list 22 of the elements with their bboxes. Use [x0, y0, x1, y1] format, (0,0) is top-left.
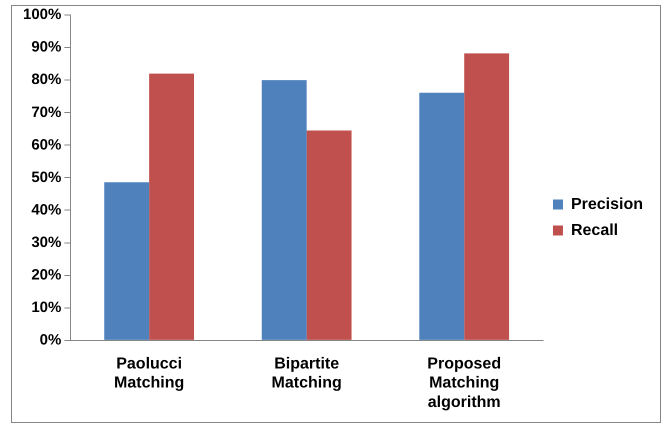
- y-tick-label: 90%: [31, 38, 62, 56]
- y-tick-label: 70%: [31, 104, 62, 121]
- y-tick-label: 10%: [31, 299, 62, 316]
- x-tick-label: Proposed Matching algorithm: [427, 355, 502, 411]
- y-tick-label: 50%: [31, 168, 62, 186]
- y-tick-label: 20%: [31, 266, 62, 284]
- legend-label: Recall: [570, 222, 618, 239]
- x-tick-label: Paolucci Matching: [114, 355, 184, 392]
- y-tick-label: 60%: [31, 136, 62, 154]
- bar: [419, 92, 464, 340]
- bar: [262, 80, 307, 340]
- bar: [306, 130, 352, 340]
- y-tick-label: 0%: [40, 332, 62, 349]
- y-tick-label: 80%: [31, 71, 62, 88]
- y-tick-label: 100%: [22, 6, 62, 24]
- bar: [149, 74, 194, 340]
- x-tick-label: Bipartite Matching: [272, 355, 342, 392]
- y-tick-label: 30%: [31, 234, 62, 251]
- legend-label: Precision: [570, 196, 643, 213]
- y-tick-label: 40%: [31, 201, 62, 218]
- bar: [104, 182, 150, 340]
- bar: [464, 53, 510, 340]
